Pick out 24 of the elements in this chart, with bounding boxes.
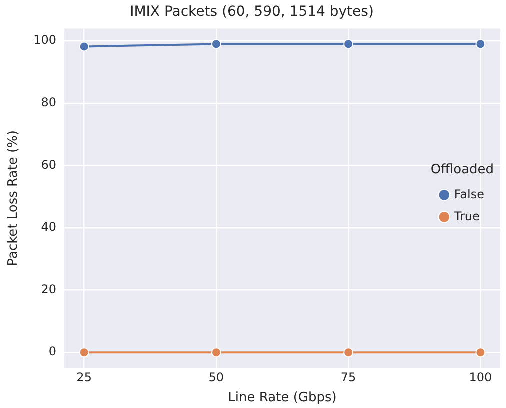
point	[476, 39, 486, 50]
point	[79, 42, 90, 52]
y-tick-label: 100	[34, 33, 57, 48]
y-tick-label: 60	[41, 158, 57, 172]
x-tick-label: 75	[340, 370, 356, 384]
x-axis-title: Line Rate (Gbps)	[228, 390, 337, 406]
legend-label: True	[453, 209, 480, 224]
chart-title: IMIX Packets (60, 590, 1514 bytes)	[130, 4, 374, 20]
legend-title: Offloaded	[430, 162, 494, 178]
point	[79, 348, 90, 358]
point	[476, 348, 486, 358]
x-tick-label: 100	[469, 370, 492, 384]
point	[211, 39, 222, 50]
y-axis-title: Packet Loss Rate (%)	[6, 130, 22, 266]
y-tick-label: 0	[48, 344, 57, 359]
point	[211, 348, 222, 358]
x-tick-label: 50	[208, 370, 224, 384]
y-tick-label: 20	[41, 282, 57, 296]
x-tick-label: 25	[76, 370, 92, 384]
y-tick-label: 80	[41, 96, 57, 110]
legend-label: False	[454, 187, 484, 202]
point	[344, 39, 354, 50]
y-tick-label: 40	[41, 220, 57, 234]
point	[344, 348, 354, 358]
